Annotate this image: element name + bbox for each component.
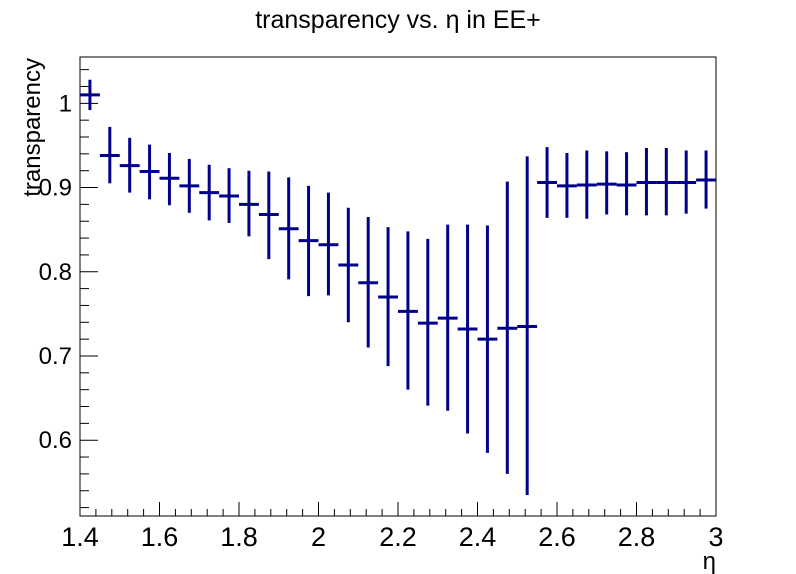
x-tick-label: 1.6 bbox=[141, 522, 179, 552]
data-point bbox=[437, 224, 458, 411]
data-point bbox=[239, 170, 259, 237]
data-point bbox=[398, 231, 418, 390]
chart-title: transparency vs. η in EE+ bbox=[255, 6, 541, 34]
data-point bbox=[676, 150, 697, 214]
x-tick-label: 2.6 bbox=[538, 522, 576, 552]
data-point bbox=[199, 164, 220, 221]
x-tick-label: 2.8 bbox=[618, 522, 656, 552]
data-point bbox=[119, 137, 140, 193]
data-point bbox=[696, 150, 716, 209]
data-point bbox=[457, 224, 478, 434]
data-point bbox=[278, 177, 299, 280]
data-point bbox=[318, 192, 339, 296]
y-tick-label: 0.7 bbox=[39, 343, 72, 370]
data-point bbox=[636, 147, 657, 216]
data-point bbox=[139, 144, 160, 200]
y-tick-label: 0.8 bbox=[39, 259, 72, 286]
data-point bbox=[298, 185, 319, 297]
x-tick-label: 1.8 bbox=[220, 522, 258, 552]
data-point bbox=[417, 238, 438, 406]
data-point bbox=[537, 147, 557, 218]
data-point bbox=[258, 171, 279, 260]
data-point bbox=[358, 217, 379, 348]
y-tick-label: 1 bbox=[59, 90, 72, 117]
tick-labels: 1.4 1.6 1.8 2 2.2 2.4 2.6 2.8 3 0.6 0.7 0.8 0.9 1 bbox=[39, 90, 724, 552]
data-point bbox=[576, 150, 597, 219]
data-point bbox=[656, 147, 677, 216]
data-point bbox=[338, 207, 359, 323]
x-tick-label: 1.4 bbox=[61, 522, 99, 552]
data-point bbox=[219, 168, 239, 223]
y-tick-label: 0.9 bbox=[39, 175, 72, 202]
data-point bbox=[159, 153, 180, 206]
y-axis-title: transparency bbox=[19, 58, 46, 197]
x-tick-label: 2 bbox=[311, 522, 326, 552]
data-point bbox=[557, 153, 577, 218]
data-point bbox=[477, 225, 498, 453]
y-tick-label: 0.6 bbox=[39, 427, 72, 454]
data-point bbox=[179, 158, 200, 213]
data-point bbox=[378, 227, 398, 367]
data-point bbox=[616, 152, 637, 216]
data-point bbox=[517, 156, 538, 495]
x-tick-label: 3 bbox=[708, 522, 723, 552]
data-point bbox=[497, 181, 518, 474]
data-point bbox=[80, 79, 100, 111]
data-point bbox=[596, 151, 617, 215]
x-tick-label: 2.2 bbox=[379, 522, 417, 552]
data-point bbox=[99, 126, 120, 184]
x-tick-label: 2.4 bbox=[459, 522, 497, 552]
data-points bbox=[80, 79, 716, 495]
x-axis-title: η bbox=[703, 548, 716, 574]
